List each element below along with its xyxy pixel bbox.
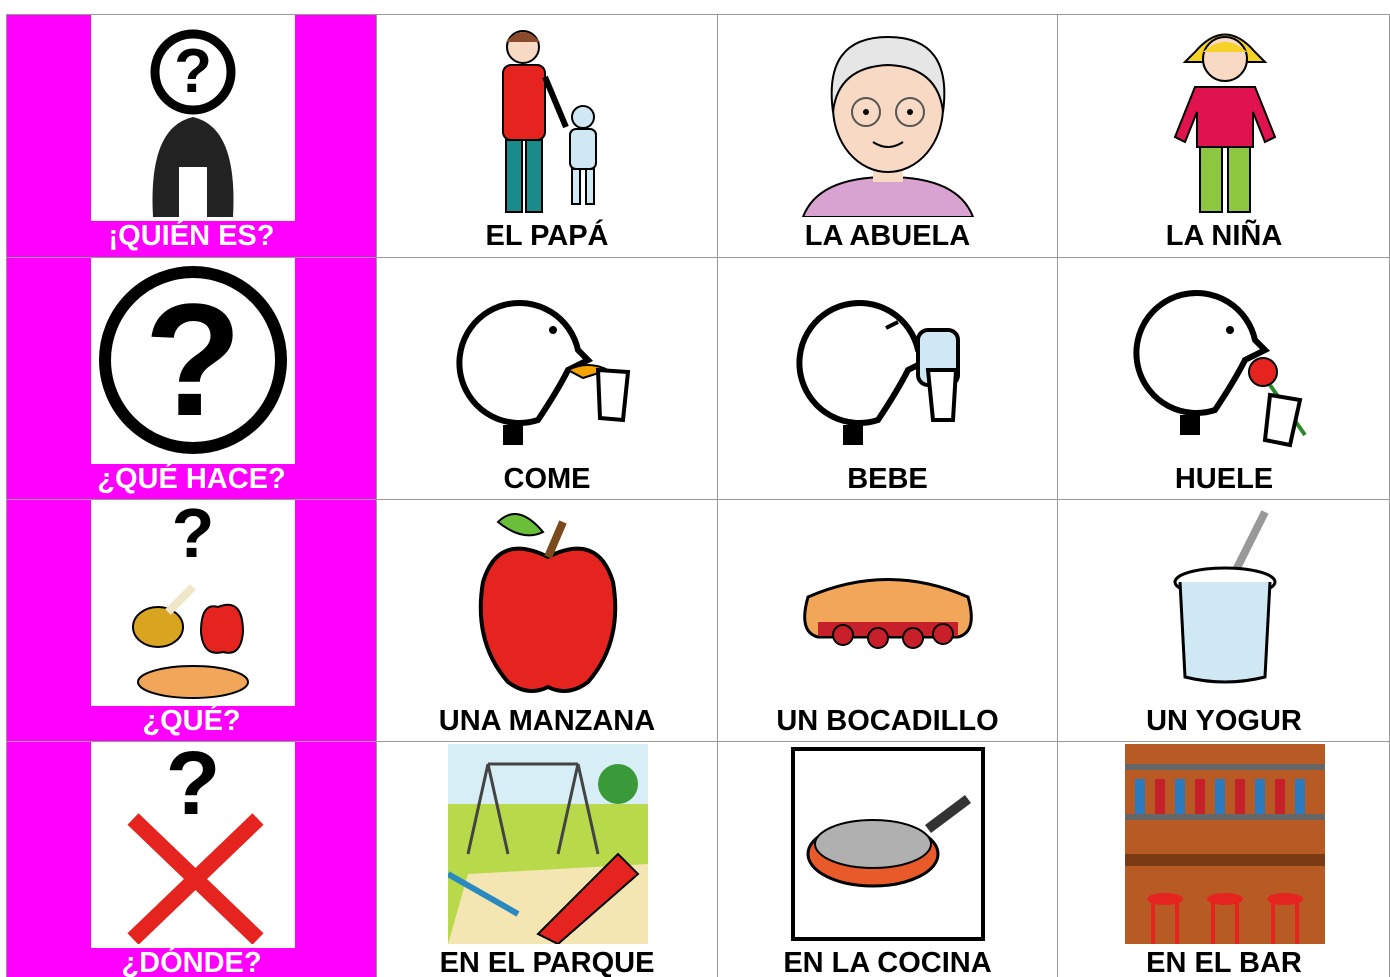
question-label: ¿QUÉ? [142, 705, 241, 737]
svg-text:?: ? [144, 270, 242, 449]
pictogram: ? [99, 266, 287, 454]
pictogram [791, 747, 985, 941]
answer-label: BEBE [847, 463, 928, 495]
pictogram [478, 513, 617, 693]
answer-label: EN EL PARQUE [439, 947, 655, 977]
answer-cell: UN BOCADILLO [717, 499, 1057, 741]
answer-label: EN EL BAR [1146, 947, 1302, 977]
answer-label: COME [503, 463, 591, 495]
pictogram: ? [132, 502, 249, 699]
pictogram [455, 299, 630, 445]
answer-cell: LA ABUELA [717, 14, 1057, 257]
pictogram: ? [150, 29, 236, 217]
question-cell: ? ¿QUÉ HACE? [6, 257, 376, 499]
answer-cell: UN YOGUR [1057, 499, 1390, 741]
pictogram: ? [127, 744, 264, 944]
answer-cell: UNA MANZANA [376, 499, 717, 741]
answer-label: LA ABUELA [804, 220, 971, 252]
pictogram [803, 578, 973, 649]
answer-label: LA NIÑA [1165, 220, 1283, 252]
answer-label: UN BOCADILLO [776, 705, 999, 737]
answer-cell: EL PAPÁ [376, 14, 717, 257]
question-cell: ? ¿QUÉ? [6, 499, 376, 741]
pictogram [796, 299, 960, 445]
answer-cell: EN LA COCINA [717, 741, 1057, 977]
answer-label: UN YOGUR [1146, 705, 1302, 737]
pictogram [801, 35, 975, 217]
answer-cell: LA NIÑA [1057, 14, 1390, 257]
question-cell: ? ¡QUIÉN ES? [6, 14, 376, 257]
answer-label: HUELE [1174, 463, 1274, 495]
answer-cell: EN EL PARQUE [376, 741, 717, 977]
answer-cell: COME [376, 257, 717, 499]
pictogram [1173, 510, 1276, 684]
question-label: ¡QUIÉN ES? [108, 220, 275, 252]
pictogram [447, 744, 648, 944]
pictogram [501, 30, 597, 213]
answer-cell: EN EL BAR [1057, 741, 1390, 977]
question-cell: ? ¿DÓNDE? [6, 741, 376, 977]
answer-cell: HUELE [1057, 257, 1390, 499]
pictogram [1124, 744, 1325, 944]
svg-text:?: ? [172, 502, 215, 572]
picture-box [91, 742, 295, 948]
answer-cell: BEBE [717, 257, 1057, 499]
pictogram [1173, 33, 1276, 213]
question-label: ¿QUÉ HACE? [97, 463, 286, 495]
svg-text:?: ? [166, 744, 221, 834]
question-label: ¿DÓNDE? [121, 947, 262, 977]
answer-label: EL PAPÁ [485, 220, 609, 252]
answer-label: UNA MANZANA [438, 705, 656, 737]
pictogram [1132, 289, 1307, 448]
svg-text:?: ? [174, 37, 212, 106]
answer-label: EN LA COCINA [783, 947, 992, 977]
